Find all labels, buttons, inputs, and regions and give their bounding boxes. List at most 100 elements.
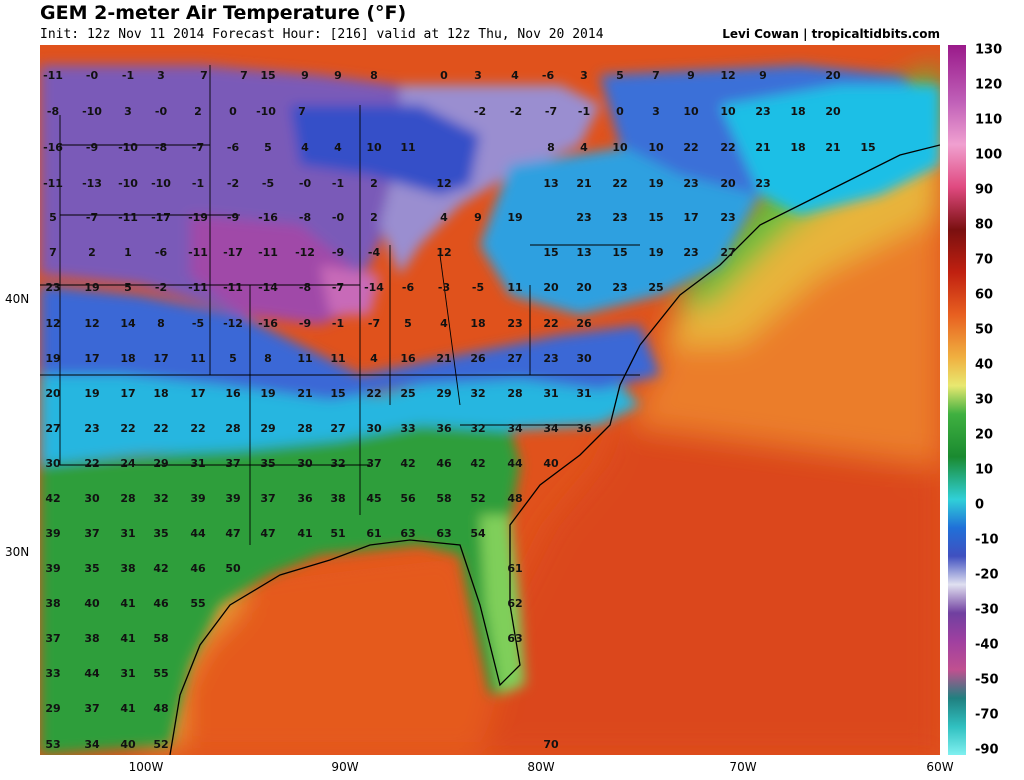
station-value: -6 bbox=[227, 141, 240, 154]
station-value: 22 bbox=[153, 422, 168, 435]
station-value: 23 bbox=[543, 352, 558, 365]
station-value: -16 bbox=[43, 141, 63, 154]
station-value: 15 bbox=[543, 246, 558, 259]
station-value: 9 bbox=[301, 69, 309, 82]
station-value: 33 bbox=[45, 667, 60, 680]
station-value: 7 bbox=[298, 105, 306, 118]
station-value: -11 bbox=[43, 69, 63, 82]
station-value: 5 bbox=[616, 69, 624, 82]
station-value: 18 bbox=[790, 141, 805, 154]
station-value: 21 bbox=[576, 177, 591, 190]
station-value: 70 bbox=[543, 738, 559, 751]
station-value: 44 bbox=[190, 527, 206, 540]
station-value: 21 bbox=[825, 141, 840, 154]
station-value: 26 bbox=[470, 352, 486, 365]
station-value: 42 bbox=[153, 562, 168, 575]
map-credit: Levi Cowan | tropicaltidbits.com bbox=[722, 27, 940, 41]
station-value: -11 bbox=[258, 246, 278, 259]
longitude-label: 90W bbox=[331, 760, 359, 774]
station-value: 30 bbox=[84, 492, 100, 505]
colorbar-tick-label: -40 bbox=[975, 637, 999, 653]
station-value: 12 bbox=[720, 69, 735, 82]
station-value: 39 bbox=[190, 492, 205, 505]
station-value: 20 bbox=[825, 69, 841, 82]
station-value: 28 bbox=[507, 387, 522, 400]
station-value: 39 bbox=[225, 492, 240, 505]
colorbar-tick-label: -20 bbox=[975, 567, 999, 583]
station-value: 5 bbox=[264, 141, 272, 154]
station-value: 41 bbox=[120, 632, 135, 645]
station-value: 15 bbox=[260, 69, 275, 82]
station-value: -1 bbox=[578, 105, 590, 118]
station-value: 14 bbox=[120, 317, 136, 330]
station-value: 22 bbox=[543, 317, 558, 330]
station-value: 32 bbox=[470, 422, 485, 435]
station-value: 17 bbox=[153, 352, 168, 365]
station-value: 35 bbox=[84, 562, 99, 575]
colorbar-tick-label: 10 bbox=[975, 462, 994, 478]
station-value: -0 bbox=[155, 105, 168, 118]
station-value: 63 bbox=[436, 527, 451, 540]
station-value: 23 bbox=[507, 317, 522, 330]
station-value: -10 bbox=[118, 177, 138, 190]
longitude-label: 70W bbox=[729, 760, 757, 774]
station-value: 8 bbox=[370, 69, 378, 82]
station-value: 63 bbox=[507, 632, 522, 645]
station-value: -16 bbox=[258, 317, 278, 330]
station-value: 42 bbox=[45, 492, 60, 505]
station-value: -8 bbox=[299, 211, 311, 224]
station-value: 48 bbox=[153, 702, 168, 715]
station-value: -10 bbox=[256, 105, 276, 118]
station-value: 29 bbox=[260, 422, 275, 435]
station-value: 37 bbox=[84, 702, 99, 715]
station-value: 11 bbox=[400, 141, 415, 154]
station-value: 23 bbox=[720, 211, 735, 224]
station-value: 20 bbox=[720, 177, 736, 190]
station-value: 21 bbox=[436, 352, 451, 365]
station-value: -19 bbox=[188, 211, 208, 224]
station-value: 5 bbox=[404, 317, 412, 330]
station-value: 15 bbox=[648, 211, 663, 224]
station-value: 61 bbox=[366, 527, 381, 540]
station-value: -9 bbox=[332, 246, 344, 259]
station-value: 51 bbox=[330, 527, 345, 540]
station-value: 18 bbox=[153, 387, 168, 400]
longitude-label: 60W bbox=[926, 760, 954, 774]
station-value: 12 bbox=[84, 317, 99, 330]
station-value: 19 bbox=[507, 211, 522, 224]
station-value: -17 bbox=[223, 246, 243, 259]
station-value: -8 bbox=[155, 141, 167, 154]
station-value: 36 bbox=[576, 422, 592, 435]
station-value: 1 bbox=[124, 246, 132, 259]
station-value: 3 bbox=[652, 105, 660, 118]
station-value: 0 bbox=[229, 105, 237, 118]
station-value: -6 bbox=[155, 246, 168, 259]
station-value: 18 bbox=[120, 352, 135, 365]
station-value: 47 bbox=[260, 527, 275, 540]
map-subtitle: Init: 12z Nov 11 2014 Forecast Hour: [21… bbox=[40, 27, 604, 42]
station-value: 50 bbox=[225, 562, 241, 575]
station-value: 11 bbox=[330, 352, 345, 365]
station-value: -2 bbox=[227, 177, 239, 190]
station-value: 19 bbox=[45, 352, 60, 365]
station-value: -7 bbox=[86, 211, 98, 224]
station-value: 20 bbox=[45, 387, 61, 400]
station-value: -13 bbox=[82, 177, 102, 190]
station-value: 4 bbox=[440, 211, 448, 224]
station-value: -1 bbox=[122, 69, 134, 82]
station-value: -2 bbox=[510, 105, 522, 118]
colorbar-tick-label: 110 bbox=[975, 112, 1003, 128]
station-value: 30 bbox=[45, 457, 61, 470]
station-value: 25 bbox=[648, 281, 663, 294]
station-value: 19 bbox=[648, 177, 663, 190]
station-value: 40 bbox=[543, 457, 559, 470]
station-value: -9 bbox=[86, 141, 98, 154]
station-value: 37 bbox=[260, 492, 275, 505]
station-value: 25 bbox=[400, 387, 415, 400]
station-value: 23 bbox=[612, 211, 627, 224]
colorbar-tick-label: 70 bbox=[975, 252, 994, 268]
station-value: 34 bbox=[507, 422, 523, 435]
station-value: 46 bbox=[153, 597, 169, 610]
station-value: 62 bbox=[507, 597, 522, 610]
station-value: 12 bbox=[45, 317, 60, 330]
